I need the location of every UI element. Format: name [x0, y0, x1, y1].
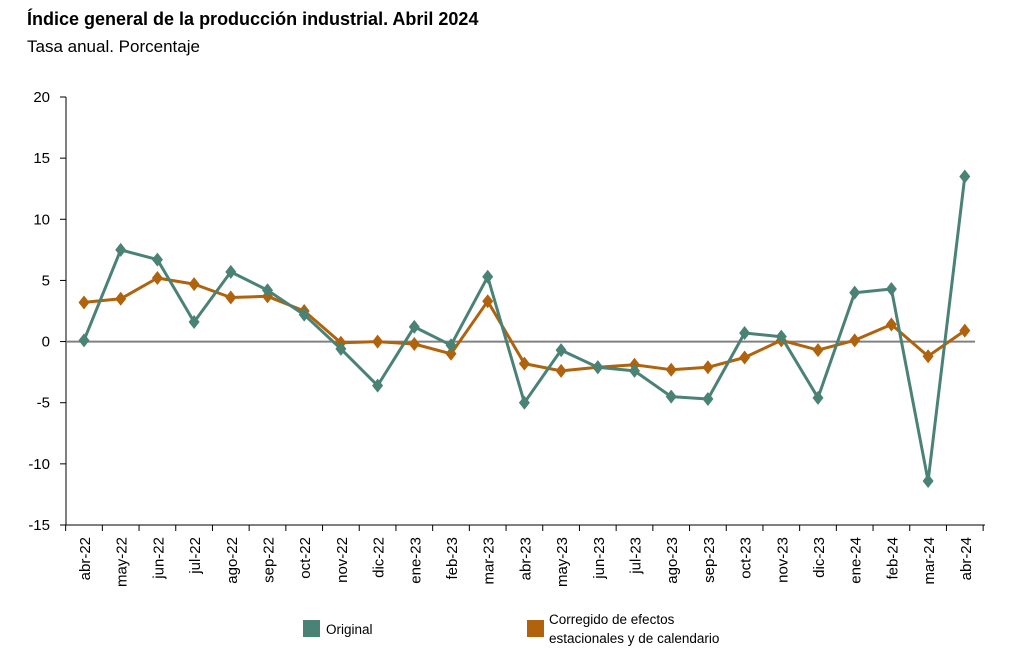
- data-point: [115, 291, 127, 306]
- y-tick-label: 10: [33, 211, 50, 228]
- x-tick-label: oct-22: [297, 537, 314, 579]
- data-point: [922, 349, 934, 364]
- x-tick-label: abr-23: [517, 537, 534, 580]
- data-point: [739, 326, 751, 341]
- x-tick-label: ago-22: [224, 537, 241, 584]
- x-tick-label: feb-23: [444, 537, 461, 580]
- x-tick-label: oct-23: [738, 537, 755, 579]
- data-point: [518, 395, 530, 410]
- legend-swatch-corregido: [527, 620, 544, 637]
- legend-label-original: Original: [326, 622, 373, 637]
- x-tick-label: feb-24: [884, 537, 901, 580]
- data-point: [555, 343, 567, 358]
- data-point: [849, 333, 861, 348]
- y-tick-label: -15: [28, 517, 50, 534]
- data-point: [335, 341, 347, 356]
- data-point: [445, 346, 457, 361]
- data-point: [151, 270, 163, 285]
- data-point: [702, 360, 714, 375]
- x-tick-label: sep-23: [701, 537, 718, 583]
- x-tick-label: ene-24: [848, 537, 865, 584]
- x-tick-label: may-23: [554, 537, 571, 587]
- data-point: [482, 269, 494, 284]
- series-layer: [78, 169, 971, 488]
- data-point: [78, 333, 90, 348]
- data-point: [262, 283, 273, 298]
- y-tick-label: 5: [42, 272, 50, 289]
- data-point: [188, 277, 200, 292]
- data-point: [151, 252, 163, 267]
- data-point: [78, 295, 90, 310]
- data-point: [812, 390, 824, 405]
- x-tick-label: may-22: [114, 537, 131, 587]
- series-corregido: [78, 270, 971, 378]
- data-point: [629, 363, 640, 378]
- x-tick-label: nov-22: [334, 537, 351, 583]
- data-point: [225, 264, 237, 279]
- legend-label-corregido-line1: Corregido de efectos: [549, 612, 675, 627]
- data-point: [922, 473, 934, 488]
- data-point: [188, 315, 200, 330]
- data-point: [665, 362, 677, 377]
- data-point: [849, 285, 861, 300]
- y-tick-label: -10: [28, 456, 50, 473]
- data-point: [885, 281, 897, 296]
- x-tick-label: nov-23: [774, 537, 791, 583]
- x-tick-label: mar-24: [921, 537, 938, 585]
- data-point: [408, 319, 420, 334]
- data-point: [445, 338, 457, 353]
- x-tick-label: jun-22: [150, 537, 167, 580]
- data-point: [959, 323, 971, 338]
- data-point: [812, 343, 824, 358]
- y-tick-label: 0: [42, 334, 50, 351]
- legend-label-corregido-line2: estacionales y de calendario: [549, 631, 720, 646]
- data-point: [518, 356, 530, 371]
- x-tick-label: sep-22: [261, 537, 278, 583]
- data-point: [702, 392, 714, 407]
- data-point: [739, 350, 751, 365]
- x-tick-label: ago-23: [664, 537, 681, 584]
- data-point: [115, 242, 127, 257]
- data-point: [592, 360, 604, 375]
- data-point: [665, 389, 677, 404]
- chart-title: Índice general de la producción industri…: [27, 9, 479, 29]
- data-point: [959, 169, 971, 184]
- data-point: [298, 307, 310, 322]
- series-line: [82, 176, 967, 483]
- y-tick-labels: 20 15 10 5 0 -5 -10 -15: [28, 89, 50, 534]
- chart-subtitle: Tasa anual. Porcentaje: [27, 37, 200, 56]
- data-point: [555, 363, 567, 378]
- data-point: [482, 294, 494, 309]
- legend-swatch-original: [303, 620, 320, 637]
- x-tick-label: ene-23: [407, 537, 424, 584]
- data-point: [775, 329, 787, 344]
- y-tick-label: -5: [37, 395, 50, 412]
- x-tick-label: jun-23: [591, 537, 608, 580]
- data-point: [408, 337, 420, 352]
- x-tick-label: mar-23: [481, 537, 498, 585]
- data-point: [885, 317, 897, 332]
- y-tick-label: 20: [33, 89, 50, 106]
- x-tick-label: dic-22: [371, 537, 388, 578]
- data-point: [225, 290, 237, 305]
- series-original: [78, 169, 971, 488]
- x-tick-label: dic-23: [811, 537, 828, 578]
- y-tick-label: 15: [33, 150, 50, 167]
- x-tick-label: jul-22: [187, 537, 204, 575]
- x-tick-label: jul-23: [628, 537, 645, 575]
- x-tick-label: abr-22: [77, 537, 94, 580]
- x-tick-label: abr-24: [958, 537, 975, 580]
- chart-axes: [60, 96, 985, 531]
- x-tick-labels: abr-22 may-22 jun-22 jul-22 ago-22 sep-22 oct-…: [77, 537, 975, 587]
- data-point: [372, 378, 384, 393]
- data-point: [372, 334, 384, 349]
